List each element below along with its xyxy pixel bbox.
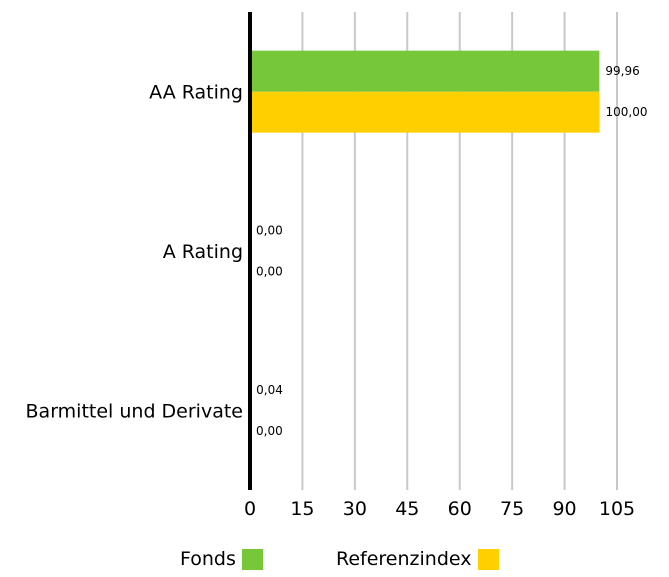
bar-1-0 xyxy=(250,91,600,133)
x-tick-label-15: 15 xyxy=(290,498,314,520)
category-label-1: A Rating xyxy=(163,241,243,263)
category-label-0: AA Rating xyxy=(149,82,243,104)
value-label-1-2: 0,00 xyxy=(256,424,283,438)
x-tick-label-90: 90 xyxy=(552,498,576,520)
value-label-0-0: 99,96 xyxy=(605,64,639,78)
legend-item-referenzindex: Referenzindex xyxy=(336,548,499,570)
legend-swatch-fonds xyxy=(241,548,263,570)
value-label-1-0: 100,00 xyxy=(606,105,648,119)
value-label-0-2: 0,04 xyxy=(256,383,283,397)
x-tick-label-60: 60 xyxy=(448,498,472,520)
x-tick-label-0: 0 xyxy=(244,498,256,520)
x-tick-label-75: 75 xyxy=(500,498,524,520)
legend-swatch-referenzindex xyxy=(477,548,499,570)
value-labels: 99,96 100,00 0,00 0,00 0,04 0,00 xyxy=(256,64,648,438)
legend-label-fonds: Fonds xyxy=(180,548,236,570)
value-label-1-1: 0,00 xyxy=(256,265,283,279)
category-labels: AA Rating A Rating Barmittel und Derivate xyxy=(26,82,243,423)
value-label-0-1: 0,00 xyxy=(256,224,283,238)
legend: Fonds Referenzindex xyxy=(0,548,669,576)
x-tick-label-105: 105 xyxy=(599,498,635,520)
category-label-2: Barmittel und Derivate xyxy=(26,400,243,422)
bar-0-0 xyxy=(250,50,600,92)
x-tick-labels: 0 15 30 45 60 75 90 105 xyxy=(244,498,635,520)
legend-label-referenzindex: Referenzindex xyxy=(336,548,472,570)
legend-item-fonds: Fonds xyxy=(180,548,263,570)
bars xyxy=(250,50,600,411)
x-tick-label-45: 45 xyxy=(395,498,419,520)
x-tick-label-30: 30 xyxy=(343,498,367,520)
